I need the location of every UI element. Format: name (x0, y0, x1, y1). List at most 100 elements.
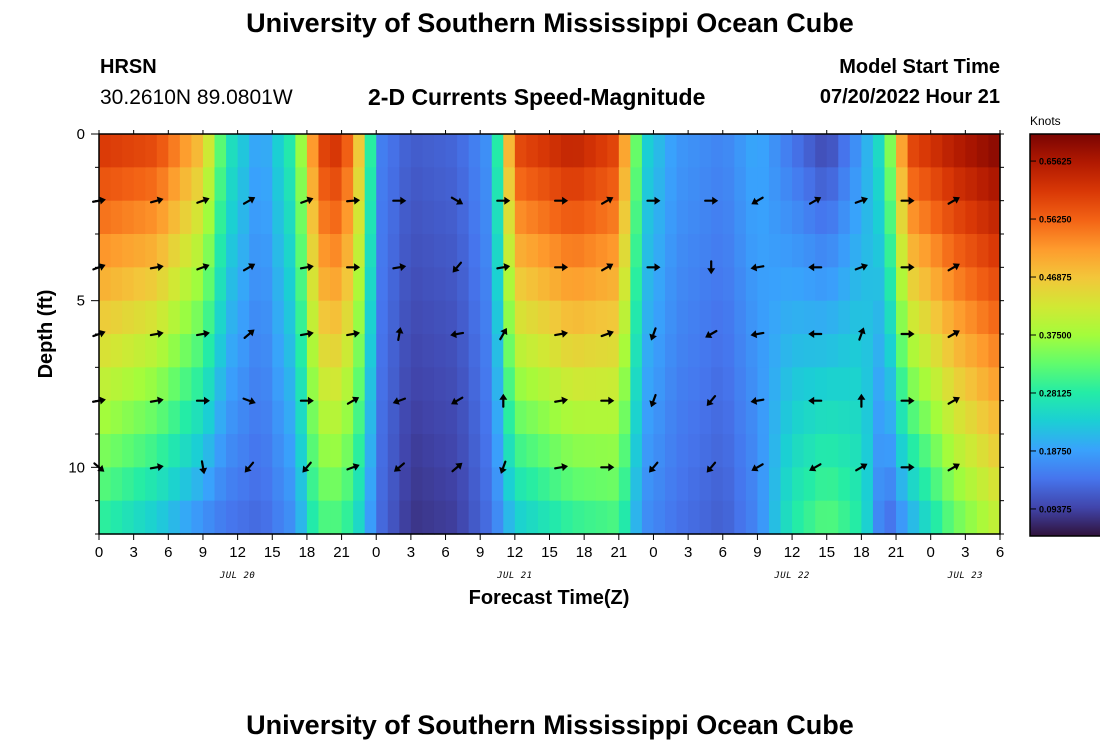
heatmap-cell (803, 234, 816, 268)
heatmap-cell (537, 167, 551, 202)
heatmap-cell (226, 267, 239, 302)
heatmap-cell (376, 234, 389, 268)
heatmap-cell (549, 400, 562, 435)
heatmap-cell (480, 367, 493, 402)
heatmap-cell (387, 334, 400, 368)
heatmap-cell (526, 234, 539, 268)
colorbar-tick-label: 0.18750 (1039, 446, 1072, 456)
heatmap-cell (214, 367, 227, 402)
heatmap-cell (110, 434, 123, 468)
heatmap-cell (722, 267, 735, 302)
heatmap-cell (283, 200, 296, 235)
heatmap-cell (549, 467, 562, 502)
heatmap-cell (768, 500, 782, 535)
heatmap-cell (641, 500, 655, 535)
heatmap-cell (433, 500, 447, 535)
heatmap-cell (433, 134, 447, 168)
heatmap-cell (214, 167, 227, 202)
heatmap-cell (826, 467, 839, 502)
heatmap-cell (376, 134, 389, 168)
heatmap-cell (226, 234, 239, 268)
heatmap-cell (618, 400, 631, 435)
colorbar-ticks: 0.65625 0.56250 0.46875 0.37500 0.28125 0.187… (1030, 157, 1072, 514)
heatmap-cell (249, 367, 262, 402)
x-tick-label: 21 (333, 544, 350, 561)
heatmap-cell (353, 334, 366, 368)
current-vector (242, 397, 256, 405)
heatmap-cell (861, 200, 874, 235)
heatmap-cell (399, 267, 412, 302)
heatmap-cell (537, 267, 551, 302)
heatmap-cell (757, 234, 770, 268)
current-vector (601, 263, 614, 272)
heatmap-cell (745, 500, 759, 535)
current-vector (706, 395, 717, 407)
current-speed-chart: 0 3 6 9 12 15 18 21 0 3 6 9 12 15 18 21 0 3 6 9 12 15 18 21 0 3 6 J… (35, 114, 1100, 609)
heatmap-cell (110, 500, 123, 535)
heatmap-cell (872, 167, 886, 202)
heatmap-cell (330, 334, 343, 368)
heatmap-cell (745, 334, 759, 368)
heatmap-cell (572, 300, 585, 335)
heatmap-cell (410, 500, 424, 535)
heatmap-cell (976, 467, 990, 502)
heatmap-cell (988, 400, 1001, 435)
heatmap-cell (676, 234, 689, 268)
heatmap-cell (584, 400, 597, 435)
heatmap-cell (584, 267, 597, 302)
heatmap-cell (237, 234, 250, 268)
heatmap-cell (318, 267, 331, 302)
heatmap-cell (595, 134, 608, 168)
heatmap-cell (584, 467, 597, 502)
current-vector (553, 263, 569, 272)
heatmap-cell (745, 234, 759, 268)
heatmap-cell (722, 167, 735, 202)
heatmap-cell (630, 134, 643, 168)
heatmap-cell (884, 234, 897, 268)
heatmap-cell (341, 500, 354, 535)
heatmap-cell (711, 167, 724, 202)
current-vector (809, 463, 822, 472)
heatmap-cell (584, 200, 597, 235)
heatmap-cell (191, 234, 204, 268)
heatmap-cell (572, 434, 585, 468)
heatmap-cell (399, 200, 412, 235)
heatmap-cell (503, 234, 516, 268)
heatmap-cell (861, 300, 874, 335)
heatmap-cell (422, 434, 435, 468)
heatmap-cell (514, 400, 527, 435)
heatmap-cell (537, 500, 551, 535)
x-tick-label: 0 (372, 544, 380, 561)
heatmap-cell (815, 234, 828, 268)
heatmap-cell (676, 367, 689, 402)
heatmap-cell (745, 167, 759, 202)
heatmap-cell (491, 267, 504, 302)
heatmap-cell (353, 267, 366, 302)
heatmap-cell (145, 300, 158, 335)
colorbar-tick-label: 0.56250 (1039, 215, 1072, 225)
heatmap-cell (688, 300, 701, 335)
heatmap-cell (433, 200, 447, 235)
heatmap-cell (226, 434, 239, 468)
heatmap-cell (168, 334, 181, 368)
current-vector (553, 196, 569, 205)
heatmap-cell (976, 367, 990, 402)
heatmap-cell (826, 267, 839, 302)
heatmap-cell (734, 467, 747, 502)
heatmap-cell (318, 234, 331, 268)
heatmap-cell (976, 500, 990, 535)
heatmap-cell (653, 234, 666, 268)
heatmap-cell (145, 234, 158, 268)
heatmap-cell (156, 500, 169, 535)
heatmap-cell (653, 167, 666, 202)
heatmap-cell (884, 434, 897, 468)
heatmap-cell (249, 200, 262, 235)
heatmap-cell (353, 400, 366, 435)
heatmap-cell (641, 334, 655, 368)
x-tick-label: 15 (818, 544, 835, 561)
heatmap-cell (988, 267, 1001, 302)
heatmap-cell (607, 234, 620, 268)
heatmap-cell (919, 200, 932, 235)
heatmap-cell (815, 500, 828, 535)
heatmap-cell (110, 400, 123, 435)
